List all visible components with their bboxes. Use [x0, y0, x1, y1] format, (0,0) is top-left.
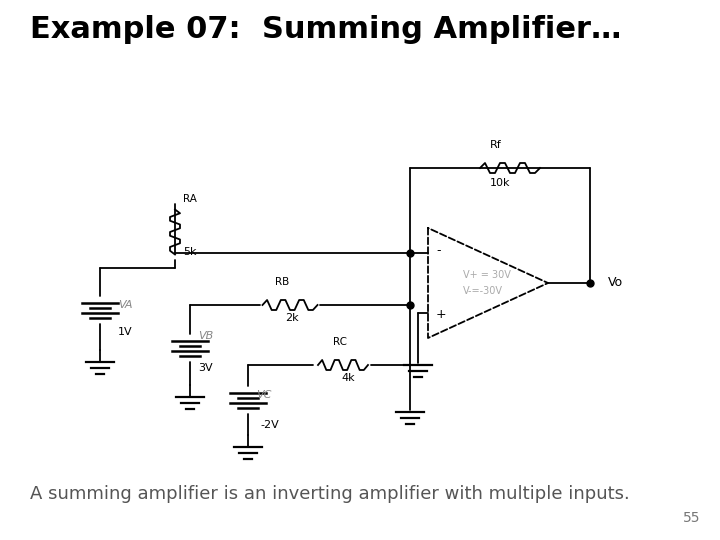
- Text: 3V: 3V: [198, 363, 212, 373]
- Text: 2k: 2k: [285, 313, 299, 323]
- Text: 5k: 5k: [183, 247, 197, 257]
- Text: VB: VB: [198, 331, 213, 341]
- Text: RB: RB: [275, 277, 289, 287]
- Text: 55: 55: [683, 511, 700, 525]
- Text: 4k: 4k: [341, 373, 355, 383]
- Text: Rf: Rf: [490, 140, 502, 150]
- Text: VC: VC: [256, 390, 271, 400]
- Text: A summing amplifier is an inverting amplifier with multiple inputs.: A summing amplifier is an inverting ampl…: [30, 485, 630, 503]
- Text: 10k: 10k: [490, 178, 510, 188]
- Text: -2V: -2V: [260, 420, 279, 430]
- Text: RC: RC: [333, 337, 347, 347]
- Text: Vo: Vo: [608, 276, 623, 289]
- Text: Example 07:  Summing Amplifier…: Example 07: Summing Amplifier…: [30, 15, 621, 44]
- Text: V+ = 30V: V+ = 30V: [463, 270, 511, 280]
- Text: VA: VA: [118, 300, 132, 310]
- Text: RA: RA: [183, 194, 197, 204]
- Text: +: +: [436, 308, 446, 321]
- Text: V-=-30V: V-=-30V: [463, 286, 503, 296]
- Text: 1V: 1V: [118, 327, 132, 337]
- Text: -: -: [436, 245, 441, 258]
